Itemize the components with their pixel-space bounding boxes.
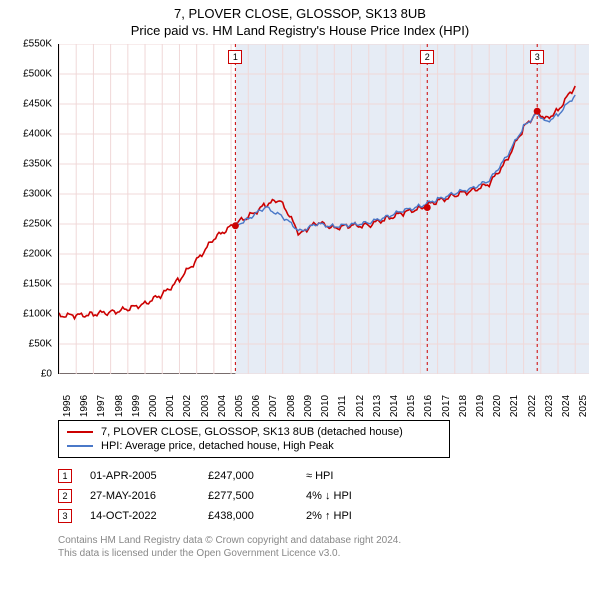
y-axis-labels: £0£50K£100K£150K£200K£250K£300K£350K£400… bbox=[10, 44, 56, 374]
legend-swatch bbox=[67, 445, 93, 447]
x-tick-label: 2012 bbox=[355, 395, 366, 417]
legend-row: 7, PLOVER CLOSE, GLOSSOP, SK13 8UB (deta… bbox=[67, 425, 441, 439]
y-tick-label: £50K bbox=[29, 339, 52, 350]
sale-marker-badge: 2 bbox=[420, 50, 434, 64]
x-tick-label: 2022 bbox=[527, 395, 538, 417]
sale-row: 2 27-MAY-2016 £277,500 4% ↓ HPI bbox=[58, 486, 590, 506]
chart-area: £0 £50K £100K £150K £200K £250K £300K £350K £400… bbox=[10, 44, 590, 414]
plot-svg bbox=[59, 44, 589, 374]
x-tick-label: 1995 bbox=[62, 395, 73, 417]
x-axis-labels: 1995199619971998199920002001200220032004… bbox=[58, 376, 588, 412]
title-subtitle: Price paid vs. HM Land Registry's House … bbox=[10, 23, 590, 38]
x-tick-label: 2020 bbox=[492, 395, 503, 417]
sale-price: £277,500 bbox=[208, 490, 288, 502]
x-tick-label: 2024 bbox=[561, 395, 572, 417]
legend-label: 7, PLOVER CLOSE, GLOSSOP, SK13 8UB (deta… bbox=[101, 426, 403, 438]
x-tick-label: 1999 bbox=[131, 395, 142, 417]
x-tick-label: 2018 bbox=[458, 395, 469, 417]
x-tick-label: 2005 bbox=[234, 395, 245, 417]
y-tick-label: £500K bbox=[23, 69, 52, 80]
sale-marker-badge: 1 bbox=[228, 50, 242, 64]
x-tick-label: 2001 bbox=[165, 395, 176, 417]
sale-badge: 2 bbox=[58, 489, 72, 503]
x-tick-label: 2006 bbox=[251, 395, 262, 417]
x-tick-label: 2021 bbox=[509, 395, 520, 417]
x-tick-label: 2011 bbox=[337, 395, 348, 417]
sale-delta: 2% ↑ HPI bbox=[306, 510, 396, 522]
sale-marker-badge: 3 bbox=[530, 50, 544, 64]
footer-line2: This data is licensed under the Open Gov… bbox=[58, 547, 590, 560]
footer-attribution: Contains HM Land Registry data © Crown c… bbox=[58, 534, 590, 560]
x-tick-label: 2019 bbox=[475, 395, 486, 417]
x-tick-label: 2023 bbox=[544, 395, 555, 417]
x-tick-label: 2010 bbox=[320, 395, 331, 417]
sale-badge: 1 bbox=[58, 469, 72, 483]
x-tick-label: 2014 bbox=[389, 395, 400, 417]
title-address: 7, PLOVER CLOSE, GLOSSOP, SK13 8UB bbox=[10, 6, 590, 21]
y-tick-label: £0 bbox=[41, 369, 52, 380]
sale-date: 14-OCT-2022 bbox=[90, 510, 190, 522]
y-tick-label: £550K bbox=[23, 39, 52, 50]
y-tick-label: £200K bbox=[23, 249, 52, 260]
legend-swatch bbox=[67, 431, 93, 433]
sale-row: 3 14-OCT-2022 £438,000 2% ↑ HPI bbox=[58, 506, 590, 526]
y-tick-label: £350K bbox=[23, 159, 52, 170]
y-tick-label: £250K bbox=[23, 219, 52, 230]
sale-date: 27-MAY-2016 bbox=[90, 490, 190, 502]
chart-container: 7, PLOVER CLOSE, GLOSSOP, SK13 8UB Price… bbox=[0, 0, 600, 568]
sale-delta: ≈ HPI bbox=[306, 470, 396, 482]
sale-row: 1 01-APR-2005 £247,000 ≈ HPI bbox=[58, 466, 590, 486]
x-tick-label: 2008 bbox=[286, 395, 297, 417]
footer-line1: Contains HM Land Registry data © Crown c… bbox=[58, 534, 590, 547]
x-tick-label: 2009 bbox=[303, 395, 314, 417]
x-tick-label: 2004 bbox=[217, 395, 228, 417]
title-block: 7, PLOVER CLOSE, GLOSSOP, SK13 8UB Price… bbox=[10, 6, 590, 38]
y-tick-label: £100K bbox=[23, 309, 52, 320]
legend-row: HPI: Average price, detached house, High… bbox=[67, 439, 441, 453]
sale-badge: 3 bbox=[58, 509, 72, 523]
sale-delta: 4% ↓ HPI bbox=[306, 490, 396, 502]
y-tick-label: £450K bbox=[23, 99, 52, 110]
plot-region: 1 2 3 bbox=[58, 44, 588, 374]
y-tick-label: £400K bbox=[23, 129, 52, 140]
sales-table: 1 01-APR-2005 £247,000 ≈ HPI 2 27-MAY-2016 £27… bbox=[58, 466, 590, 526]
x-tick-label: 1997 bbox=[96, 395, 107, 417]
y-tick-label: £150K bbox=[23, 279, 52, 290]
x-tick-label: 2003 bbox=[200, 395, 211, 417]
x-tick-label: 2000 bbox=[148, 395, 159, 417]
x-tick-label: 2015 bbox=[406, 395, 417, 417]
sale-date: 01-APR-2005 bbox=[90, 470, 190, 482]
x-tick-label: 2013 bbox=[372, 395, 383, 417]
x-tick-label: 2016 bbox=[423, 395, 434, 417]
sale-price: £438,000 bbox=[208, 510, 288, 522]
y-tick-label: £300K bbox=[23, 189, 52, 200]
x-tick-label: 2007 bbox=[268, 395, 279, 417]
x-tick-label: 1996 bbox=[79, 395, 90, 417]
x-tick-label: 2017 bbox=[441, 395, 452, 417]
x-tick-label: 2025 bbox=[578, 395, 589, 417]
legend-label: HPI: Average price, detached house, High… bbox=[101, 440, 334, 452]
sale-price: £247,000 bbox=[208, 470, 288, 482]
x-tick-label: 1998 bbox=[114, 395, 125, 417]
legend: 7, PLOVER CLOSE, GLOSSOP, SK13 8UB (deta… bbox=[58, 420, 450, 458]
x-tick-label: 2002 bbox=[182, 395, 193, 417]
